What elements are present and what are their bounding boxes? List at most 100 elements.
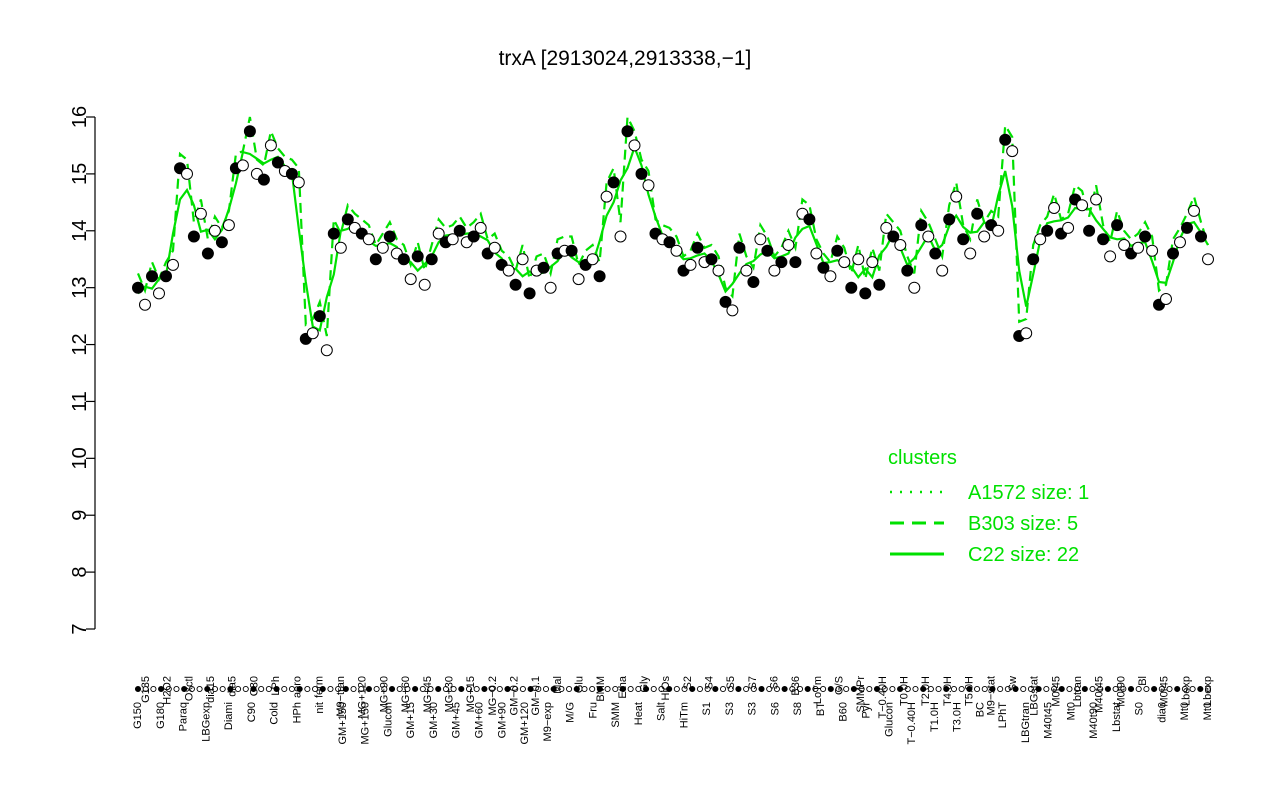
x-tick-label-top: Etha bbox=[617, 675, 629, 699]
x-tick-marker bbox=[181, 685, 188, 693]
x-tick-marker bbox=[158, 685, 165, 693]
data-point bbox=[194, 207, 207, 220]
x-tick-marker bbox=[1181, 685, 1188, 693]
x-tick-marker bbox=[673, 685, 680, 693]
x-tick-label-bottom: GM+15 bbox=[405, 702, 417, 738]
data-point bbox=[1062, 221, 1075, 234]
x-tick-label-bottom: M40t45 bbox=[1043, 702, 1055, 739]
x-tick-marker bbox=[219, 685, 226, 693]
x-tick-label-top: T5.0H bbox=[964, 676, 976, 706]
x-tick-marker bbox=[296, 685, 303, 693]
data-point bbox=[523, 287, 536, 300]
x-tick-label-top: Lbexp bbox=[1202, 676, 1214, 706]
x-tick-label-top: MG+45 bbox=[422, 676, 434, 712]
y-tick-label: 16 bbox=[69, 106, 91, 128]
x-tick-marker bbox=[727, 685, 734, 693]
x-tick-label-bottom: B60 bbox=[838, 702, 850, 722]
data-point bbox=[593, 270, 606, 283]
x-tick-label-top: M0t90 bbox=[1115, 676, 1127, 707]
chart-title: trxA [2913024,2913338,−1] bbox=[499, 47, 752, 70]
data-point bbox=[726, 304, 739, 317]
data-point bbox=[929, 247, 942, 260]
data-point bbox=[376, 241, 389, 254]
x-tick-marker bbox=[1166, 685, 1173, 693]
x-tick-label-top: C30 bbox=[248, 676, 260, 696]
x-tick-marker bbox=[719, 685, 727, 693]
x-tick-marker bbox=[612, 685, 619, 693]
data-point bbox=[327, 227, 340, 240]
x-tick-marker bbox=[604, 685, 611, 693]
data-point bbox=[565, 244, 578, 257]
x-tick-marker bbox=[335, 685, 342, 693]
y-axis: 7 8 9 10 11 12 13 14 15 16 bbox=[69, 106, 95, 635]
x-tick-marker bbox=[1074, 685, 1081, 693]
y-tick-label: 8 bbox=[69, 567, 91, 578]
x-tick-marker bbox=[758, 685, 765, 693]
x-tick-marker bbox=[288, 685, 296, 693]
data-point bbox=[383, 230, 396, 243]
data-point bbox=[1174, 236, 1186, 249]
x-tick-marker bbox=[489, 685, 496, 693]
x-tick-label-bottom: S0 bbox=[1134, 702, 1146, 715]
x-tick-label-top: LPh bbox=[270, 676, 282, 696]
x-tick-label-bottom: M40t90 bbox=[1088, 702, 1100, 739]
x-tick-marker bbox=[265, 685, 272, 693]
x-tick-marker bbox=[250, 685, 257, 693]
x-tick-label-top: LoTm bbox=[812, 676, 824, 704]
data-point bbox=[628, 139, 641, 152]
data-point bbox=[1020, 327, 1033, 340]
x-tick-marker bbox=[704, 685, 711, 693]
x-tick-marker bbox=[1089, 685, 1096, 693]
legend-title: clusters bbox=[888, 447, 957, 469]
data-point bbox=[181, 167, 193, 180]
x-tick-marker bbox=[1027, 685, 1034, 693]
x-tick-label-bottom: HPh bbox=[291, 702, 303, 723]
x-tick-marker bbox=[558, 685, 565, 693]
x-tick-label-bottom: nit bbox=[314, 702, 326, 714]
x-tick-marker bbox=[966, 685, 973, 693]
data-point bbox=[1104, 250, 1117, 263]
data-point bbox=[467, 230, 480, 243]
x-tick-label-top: Gly bbox=[638, 676, 650, 693]
data-point bbox=[1181, 221, 1193, 234]
x-tick-marker bbox=[689, 685, 696, 693]
y-tick-label: 7 bbox=[69, 623, 91, 634]
x-tick-label-bottom: LBGexp bbox=[200, 702, 212, 742]
x-tick-label-bottom: BT bbox=[815, 702, 827, 716]
x-tick-label-bottom: LBGtran bbox=[1020, 702, 1032, 743]
x-tick-label-top: aero bbox=[292, 676, 304, 698]
data-point bbox=[271, 156, 284, 169]
data-point bbox=[733, 241, 746, 254]
x-tick-marker bbox=[1081, 685, 1088, 693]
data-point bbox=[1132, 241, 1145, 254]
data-point bbox=[243, 125, 256, 138]
data-point bbox=[208, 224, 221, 237]
data-point bbox=[775, 256, 788, 269]
x-tick-marker bbox=[920, 685, 927, 693]
data-point bbox=[768, 264, 781, 277]
x-tick-marker bbox=[227, 685, 234, 693]
x-tick-label-bottom: MG+150 bbox=[360, 702, 372, 745]
x-tick-marker bbox=[596, 685, 603, 693]
data-point bbox=[1146, 244, 1159, 257]
x-tick-marker bbox=[666, 685, 673, 693]
data-point bbox=[621, 125, 634, 138]
x-tick-label-bottom: T3.0H bbox=[952, 702, 964, 732]
data-point bbox=[488, 241, 501, 254]
x-tick-marker bbox=[804, 685, 811, 693]
data-point bbox=[1083, 224, 1096, 237]
data-point bbox=[369, 253, 382, 266]
data-point bbox=[1195, 230, 1207, 243]
data-point bbox=[257, 173, 270, 186]
data-point bbox=[1202, 253, 1214, 266]
x-tick-marker bbox=[981, 685, 988, 693]
x-tick-marker bbox=[381, 685, 388, 693]
data-point bbox=[880, 221, 893, 234]
x-tick-marker bbox=[465, 685, 473, 693]
x-tick-label-bottom: Mt0 bbox=[1065, 702, 1077, 720]
x-tick-label-bottom: Mt0 bbox=[1202, 702, 1214, 720]
x-tick-marker bbox=[843, 685, 850, 693]
data-point bbox=[635, 167, 648, 180]
x-tick-marker bbox=[827, 685, 834, 693]
x-tick-label-bottom: S3 bbox=[747, 702, 759, 715]
